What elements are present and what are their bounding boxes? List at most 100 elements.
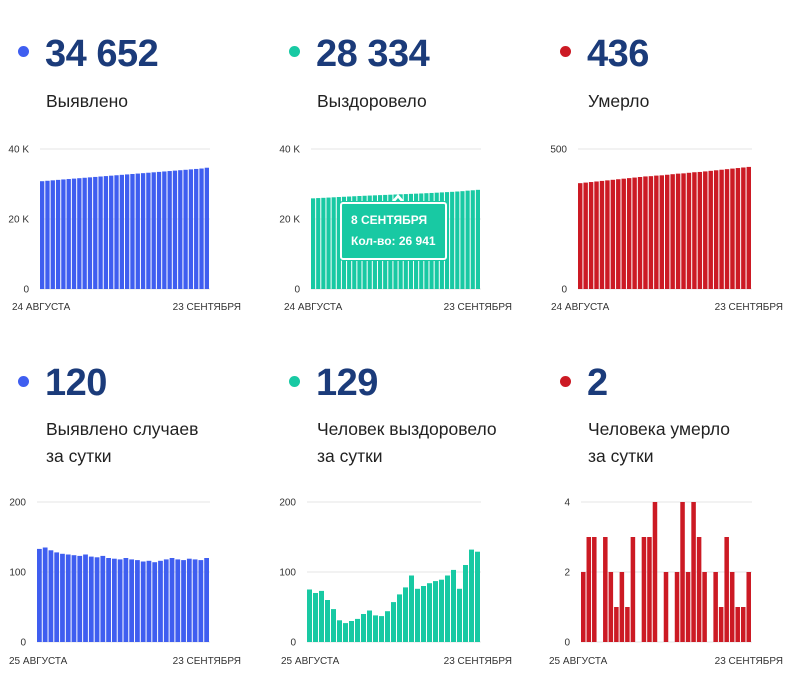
bar[interactable]	[427, 583, 432, 642]
bar[interactable]	[665, 174, 670, 289]
bar[interactable]	[659, 175, 664, 289]
bar[interactable]	[379, 616, 384, 642]
bar[interactable]	[409, 575, 414, 643]
bar[interactable]	[614, 607, 619, 642]
bar[interactable]	[151, 172, 156, 289]
bar[interactable]	[433, 581, 438, 642]
bar[interactable]	[331, 197, 336, 289]
bar[interactable]	[60, 553, 65, 642]
bar[interactable]	[632, 177, 637, 289]
bar[interactable]	[654, 175, 659, 289]
bar[interactable]	[199, 168, 204, 289]
bar[interactable]	[37, 548, 42, 642]
bar[interactable]	[45, 180, 50, 289]
bar[interactable]	[175, 559, 181, 642]
bar[interactable]	[167, 171, 172, 289]
bar[interactable]	[183, 169, 188, 289]
bar[interactable]	[316, 198, 321, 289]
bar[interactable]	[403, 587, 408, 642]
bar[interactable]	[42, 547, 48, 643]
bar[interactable]	[415, 588, 420, 642]
bar[interactable]	[625, 607, 630, 642]
bar[interactable]	[61, 179, 66, 289]
bar[interactable]	[686, 172, 692, 289]
bar[interactable]	[670, 174, 675, 289]
bar[interactable]	[599, 180, 605, 289]
bar[interactable]	[470, 190, 475, 289]
bar[interactable]	[421, 586, 426, 642]
bar[interactable]	[630, 537, 636, 642]
bar[interactable]	[93, 176, 98, 289]
bar[interactable]	[125, 174, 130, 289]
bar[interactable]	[637, 177, 643, 289]
bar[interactable]	[663, 572, 669, 642]
bar[interactable]	[397, 594, 402, 642]
bar[interactable]	[40, 181, 45, 289]
bar[interactable]	[641, 537, 647, 642]
bar[interactable]	[719, 169, 724, 289]
bar[interactable]	[146, 560, 152, 642]
bar[interactable]	[581, 572, 586, 642]
bar[interactable]	[439, 579, 444, 642]
bar[interactable]	[204, 558, 209, 642]
bar[interactable]	[367, 610, 372, 643]
bar[interactable]	[685, 572, 691, 642]
bar[interactable]	[648, 176, 654, 289]
bar[interactable]	[140, 561, 146, 643]
deaths-daily-chart[interactable]: 0 2 4 25 АВГУСТА 23 СЕНТЯБРЯ	[542, 493, 794, 678]
bar[interactable]	[119, 174, 124, 289]
bar[interactable]	[703, 171, 708, 289]
bar[interactable]	[77, 178, 82, 289]
bar[interactable]	[88, 556, 94, 642]
bar[interactable]	[192, 559, 198, 642]
bar[interactable]	[111, 558, 117, 642]
bar[interactable]	[331, 609, 336, 642]
bar[interactable]	[146, 172, 151, 289]
bar[interactable]	[680, 502, 685, 642]
bar[interactable]	[326, 197, 331, 289]
bar[interactable]	[713, 572, 718, 642]
cases-daily-chart[interactable]: 0 100 200 25 АВГУСТА 23 СЕНТЯБРЯ	[0, 493, 260, 678]
bar[interactable]	[455, 191, 460, 289]
bar[interactable]	[713, 170, 719, 289]
bar[interactable]	[355, 618, 360, 642]
bar[interactable]	[619, 572, 625, 642]
bar[interactable]	[140, 173, 146, 289]
bar[interactable]	[66, 179, 71, 289]
bar[interactable]	[605, 180, 610, 289]
bar[interactable]	[741, 167, 746, 289]
bar[interactable]	[583, 182, 588, 289]
bar[interactable]	[325, 600, 330, 642]
bar[interactable]	[451, 569, 456, 642]
bar[interactable]	[194, 168, 199, 289]
bar[interactable]	[674, 572, 680, 642]
bar[interactable]	[373, 615, 378, 642]
bar[interactable]	[94, 557, 100, 642]
bar[interactable]	[71, 555, 77, 642]
bar[interactable]	[735, 607, 740, 642]
bar[interactable]	[98, 176, 103, 289]
bar[interactable]	[55, 179, 61, 289]
bar[interactable]	[594, 181, 599, 289]
bar[interactable]	[178, 170, 183, 289]
bar[interactable]	[48, 550, 54, 642]
bar[interactable]	[152, 562, 158, 642]
bar[interactable]	[77, 555, 83, 642]
bar[interactable]	[87, 177, 93, 289]
bar[interactable]	[457, 588, 462, 642]
bar[interactable]	[100, 555, 106, 642]
bar[interactable]	[463, 565, 468, 642]
bar[interactable]	[103, 176, 109, 289]
bar[interactable]	[708, 170, 713, 289]
bar[interactable]	[746, 166, 751, 289]
bar[interactable]	[198, 560, 204, 642]
bar[interactable]	[475, 189, 480, 289]
bar[interactable]	[647, 537, 652, 642]
bar[interactable]	[702, 572, 707, 642]
bar[interactable]	[106, 558, 111, 642]
bar[interactable]	[71, 178, 77, 289]
bar[interactable]	[592, 537, 597, 642]
bar[interactable]	[162, 171, 167, 289]
bar[interactable]	[696, 537, 702, 642]
bar[interactable]	[385, 611, 390, 642]
